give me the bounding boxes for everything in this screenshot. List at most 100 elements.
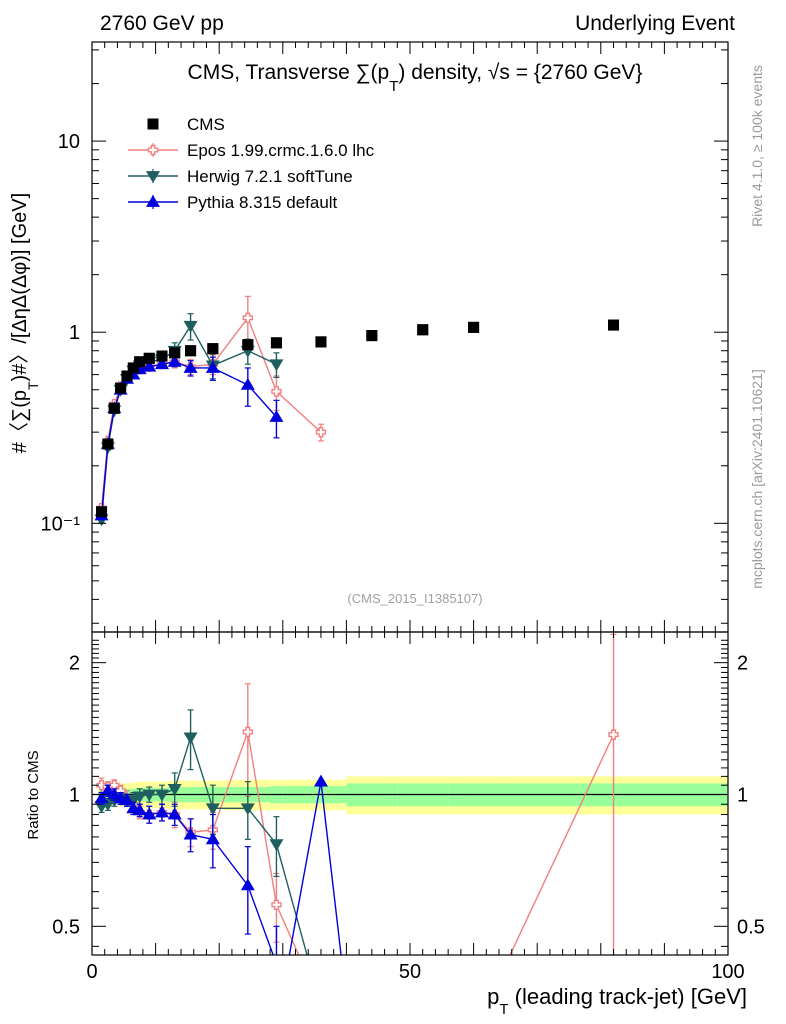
main-cms-point <box>242 339 254 351</box>
main-ylabel-main: #〈∑(p <box>9 390 31 453</box>
main-cms-point <box>185 345 197 357</box>
ratio-epos-point <box>242 726 254 738</box>
main-ytick-label: 10⁻¹ <box>41 513 81 535</box>
xlabel-main: p <box>487 984 499 1009</box>
ratio-ytick-label-right: 2 <box>737 653 748 675</box>
main-pythia-point <box>205 360 220 373</box>
main-cms-point <box>115 382 127 394</box>
main-cms-point <box>270 337 282 349</box>
ratio-pythia-point <box>132 803 147 816</box>
main-herwig-point <box>269 359 284 372</box>
main-cms-point <box>169 347 181 359</box>
ratio-epos-point <box>271 899 282 910</box>
mcplots-note: mcplots.cern.ch [arXiv:2401.10621] <box>749 369 765 588</box>
legend-marker <box>147 144 159 156</box>
xlabel-sub: T <box>499 1001 508 1018</box>
main-cms-point <box>108 402 120 414</box>
x-axis-label: pT (leading track-jet) [GeV] <box>487 984 747 1018</box>
ratio-herwig-point <box>240 803 255 816</box>
ratio-herwig-point <box>269 839 284 852</box>
ratio-herwig-point <box>167 783 182 796</box>
legend-item: Epos 1.99.crmc.1.6.0 lhc <box>128 141 375 160</box>
ratio-pythia-point <box>154 805 169 818</box>
ratio-epos-point <box>96 780 107 791</box>
main-cms-point <box>156 350 168 362</box>
main-cms-point <box>468 321 480 333</box>
ratio-pythia-point <box>183 827 198 840</box>
main-cms-point <box>127 362 139 374</box>
ratio-ytick-label: 2 <box>69 653 80 675</box>
main-panel: 10⁻¹ 1 10 <box>41 41 729 633</box>
ratio-epos-point <box>608 729 619 740</box>
ratio-pythia-point <box>205 832 220 845</box>
main-ytick-label: 10 <box>58 131 80 153</box>
ratio-herwig-point <box>132 791 147 804</box>
main-cms-point <box>608 319 620 331</box>
main-title-tail: ) density, √s = {2760 GeV} <box>398 61 642 84</box>
main-cms-point <box>315 336 327 348</box>
legend-marker <box>146 171 160 183</box>
main-pythia-point <box>154 357 169 370</box>
main-epos-point <box>271 386 282 397</box>
header-right: Underlying Event <box>575 12 735 35</box>
ratio-data <box>92 633 728 969</box>
ratio-herwig-point <box>154 789 169 802</box>
ratio-pythia-point <box>313 774 328 787</box>
main-cms-point <box>417 324 429 336</box>
ratio-pythia-point <box>94 791 109 804</box>
main-pythia-point <box>142 359 157 372</box>
ratio-pythia-point <box>142 807 157 820</box>
main-pythia-point <box>240 377 255 390</box>
x-tick-label: 0 <box>86 961 97 983</box>
legend-marker <box>147 118 159 130</box>
legend-label: Herwig 7.2.1 softTune <box>187 167 353 186</box>
ratio-ytick-label: 0.5 <box>52 916 80 938</box>
legend-marker <box>146 195 160 207</box>
legend-item: CMS <box>147 115 225 134</box>
legend: CMS Epos 1.99.crmc.1.6.0 lhc Herwig 7.2.1 … <box>128 115 375 212</box>
main-epos-point <box>242 312 254 323</box>
main-pythia-point <box>269 410 284 422</box>
main-cms-point <box>102 438 114 450</box>
ratio-ytick-label-right: 1 <box>737 784 748 806</box>
main-epos-point <box>315 426 327 438</box>
legend-label: CMS <box>187 115 225 134</box>
ratio-panel: 0 50 100 0.5 0.5 1 1 2 2 <box>52 631 765 983</box>
main-cms-point <box>96 506 108 518</box>
x-tick-label: 100 <box>711 961 744 983</box>
ratio-y-axis-label: Ratio to CMS <box>25 750 42 839</box>
ratio-herwig-point <box>183 732 198 745</box>
main-cms-point <box>134 356 146 368</box>
main-title-sub: T <box>389 78 398 95</box>
ratio-ytick-label-right: 0.5 <box>737 916 765 938</box>
ratio-epos-line <box>101 729 615 955</box>
main-title-main: CMS, Transverse ∑(p <box>188 61 390 84</box>
main-pythia-point <box>167 354 182 367</box>
analysis-watermark: (CMS_2015_I1385107) <box>347 591 482 606</box>
rivet-note: Rivet 4.1.0, ≥ 100k events <box>749 65 765 227</box>
ratio-ytick-label: 1 <box>69 784 80 806</box>
header-left: 2760 GeV pp <box>100 12 224 35</box>
main-cms-point <box>143 352 155 364</box>
main-data <box>94 295 620 527</box>
legend-label: Epos 1.99.crmc.1.6.0 lhc <box>187 141 375 160</box>
ratio-herwig-line <box>101 735 308 955</box>
xlabel-tail: (leading track-jet) [GeV] <box>509 984 747 1009</box>
ratio-pythia-point <box>240 878 255 891</box>
legend-item: Herwig 7.2.1 softTune <box>128 167 353 186</box>
main-y-axis-label: #〈∑(pT)#〉/[ΔηΔ(Δφ)] [GeV] <box>9 193 41 453</box>
legend-label: Pythia 8.315 default <box>187 193 338 212</box>
main-ytick-label: 1 <box>69 322 80 344</box>
ratio-herwig-point <box>205 803 220 816</box>
x-tick-label: 50 <box>399 961 421 983</box>
ratio-pythia-point <box>167 807 182 820</box>
main-title: CMS, Transverse ∑(pT) density, √s = {276… <box>188 61 643 95</box>
main-cms-point <box>121 370 133 382</box>
ratio-pythia-point <box>269 957 283 969</box>
legend-item: Pythia 8.315 default <box>128 193 338 212</box>
main-ylabel-tail: )#〉/[ΔηΔ(Δφ)] [GeV] <box>9 193 31 382</box>
main-pythia-point <box>183 360 198 373</box>
main-cms-point <box>207 343 219 355</box>
main-cms-point <box>366 330 378 342</box>
